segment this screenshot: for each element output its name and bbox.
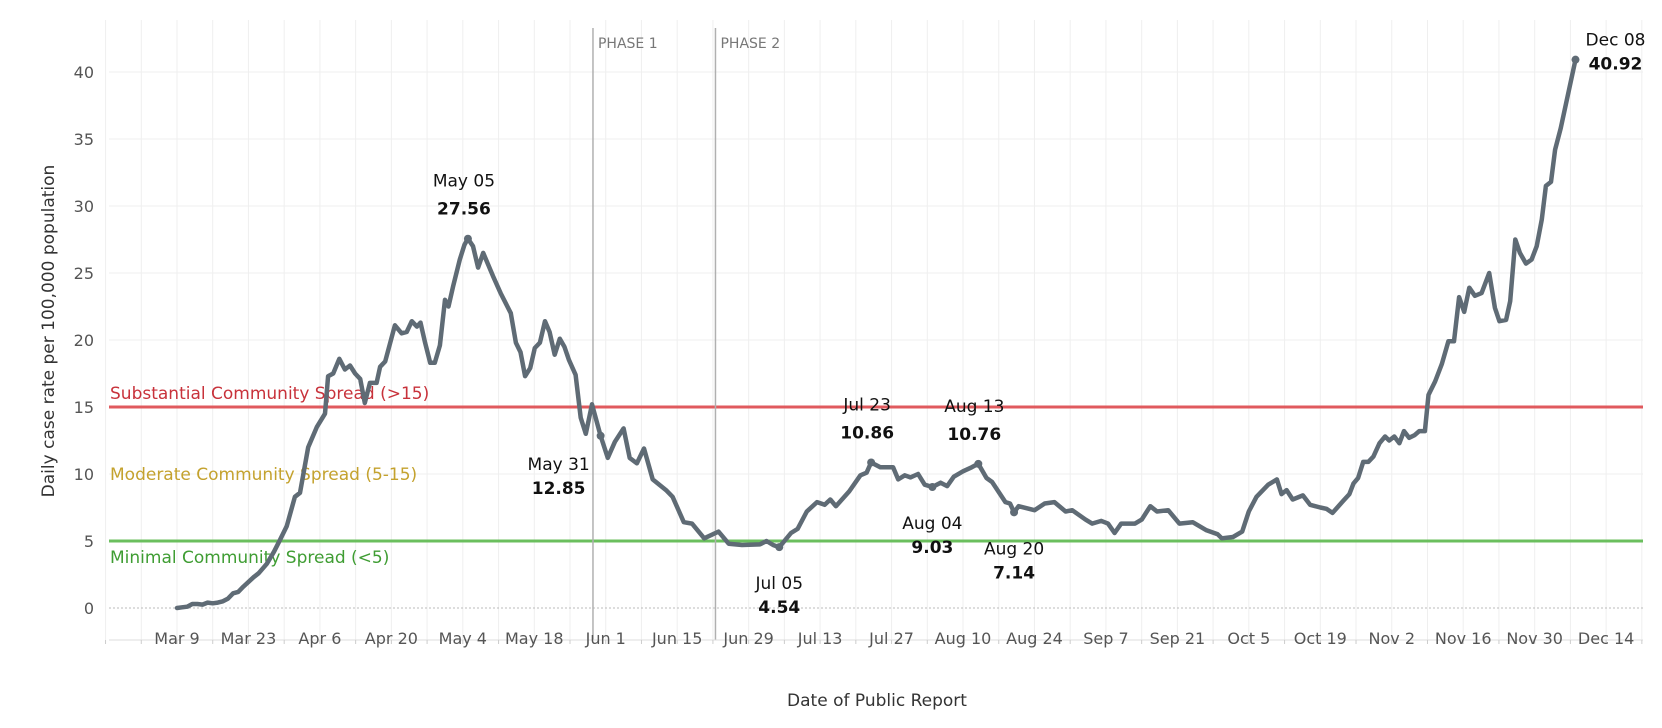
x-tick-label: Aug 24 bbox=[1006, 629, 1063, 648]
annotation-date: May 31 bbox=[528, 455, 590, 475]
x-tick-label: Mar 23 bbox=[221, 629, 277, 648]
x-tick-label: Nov 16 bbox=[1435, 629, 1492, 648]
series-line bbox=[174, 57, 1578, 611]
x-tick-label: Nov 2 bbox=[1369, 629, 1416, 648]
substantial-spread-label: Substantial Community Spread (>15) bbox=[110, 384, 429, 404]
moderate-spread-label: Moderate Community Spread (5-15) bbox=[110, 465, 417, 485]
y-tick-label: 30 bbox=[74, 197, 94, 216]
annotation-value: 7.14 bbox=[993, 563, 1035, 583]
x-tick-label: Jun 15 bbox=[651, 629, 702, 648]
annotation-point bbox=[974, 459, 983, 468]
y-axis-title: Daily case rate per 100,000 population bbox=[39, 165, 59, 498]
y-tick-label: 5 bbox=[84, 532, 94, 551]
phase-label: PHASE 2 bbox=[720, 36, 780, 52]
x-axis-title: Date of Public Report bbox=[787, 691, 967, 711]
x-tick-label: May 18 bbox=[505, 629, 564, 648]
annotation-date: Jul 23 bbox=[842, 395, 891, 415]
phase-label: PHASE 1 bbox=[598, 36, 658, 52]
annotation-point bbox=[1571, 55, 1580, 64]
x-tick-label: Nov 30 bbox=[1506, 629, 1563, 648]
y-axis: 0 5 10 15 20 25 30 35 40 bbox=[74, 63, 94, 618]
annotation-value: 10.76 bbox=[947, 425, 1001, 445]
y-tick-label: 35 bbox=[74, 130, 94, 149]
x-tick-label: Dec 14 bbox=[1578, 629, 1634, 648]
x-tick-label: Jun 29 bbox=[722, 629, 773, 648]
x-tick-label: Aug 10 bbox=[935, 629, 992, 648]
annotation-date: May 05 bbox=[433, 172, 495, 192]
case-rate-line bbox=[174, 57, 1578, 611]
annotations: May 05 27.56 May 31 12.85 Jul 05 4.54 Jul 23 10… bbox=[433, 31, 1646, 618]
x-tick-label: Jun 1 bbox=[585, 629, 626, 648]
y-tick-label: 0 bbox=[84, 599, 94, 618]
x-tick-label: Oct 5 bbox=[1227, 629, 1270, 648]
x-tick-label: Oct 19 bbox=[1294, 629, 1347, 648]
annotation-point bbox=[775, 543, 784, 552]
annotation-date: Aug 04 bbox=[902, 514, 962, 534]
x-tick-label: Sep 21 bbox=[1150, 629, 1206, 648]
x-tick-label: Apr 20 bbox=[365, 629, 418, 648]
annotation-point bbox=[463, 234, 472, 243]
minimal-spread-label: Minimal Community Spread (<5) bbox=[110, 548, 389, 568]
annotation-value: 40.92 bbox=[1589, 55, 1643, 75]
reference-lines: Substantial Community Spread (>15) Minima… bbox=[109, 384, 1643, 568]
annotation-point bbox=[1010, 508, 1019, 517]
x-tick-label: May 4 bbox=[439, 629, 487, 648]
annotation-value: 4.54 bbox=[758, 598, 800, 618]
annotation-date: Aug 13 bbox=[944, 397, 1004, 417]
annotation-point bbox=[596, 431, 605, 440]
x-axis: Mar 9 Mar 23 Apr 6 Apr 20 May 4 May 18 Jun 1 Ju… bbox=[105, 629, 1643, 648]
y-tick-label: 40 bbox=[74, 63, 94, 82]
x-tick-label: Mar 9 bbox=[154, 629, 199, 648]
annotation-date: Dec 08 bbox=[1586, 31, 1646, 51]
annotation-date: Jul 05 bbox=[754, 574, 803, 594]
phase-markers: PHASE 1 PHASE 2 bbox=[592, 28, 780, 640]
annotation-value: 27.56 bbox=[437, 200, 491, 220]
annotation-date: Aug 20 bbox=[984, 539, 1044, 559]
annotation-value: 12.85 bbox=[532, 479, 586, 499]
annotation-point bbox=[867, 458, 876, 467]
y-tick-label: 15 bbox=[74, 398, 94, 417]
annotation-value: 9.03 bbox=[911, 538, 953, 558]
annotation-value: 10.86 bbox=[840, 423, 894, 443]
annotation-point bbox=[928, 482, 937, 491]
x-tick-label: Jul 27 bbox=[868, 629, 914, 648]
x-tick-label: Apr 6 bbox=[298, 629, 341, 648]
x-tick-label: Sep 7 bbox=[1083, 629, 1128, 648]
y-tick-label: 20 bbox=[74, 331, 94, 350]
x-tick-label: Jul 13 bbox=[797, 629, 843, 648]
y-tick-label: 10 bbox=[74, 465, 94, 484]
gridlines bbox=[105, 20, 1643, 640]
y-tick-label: 25 bbox=[74, 264, 94, 283]
